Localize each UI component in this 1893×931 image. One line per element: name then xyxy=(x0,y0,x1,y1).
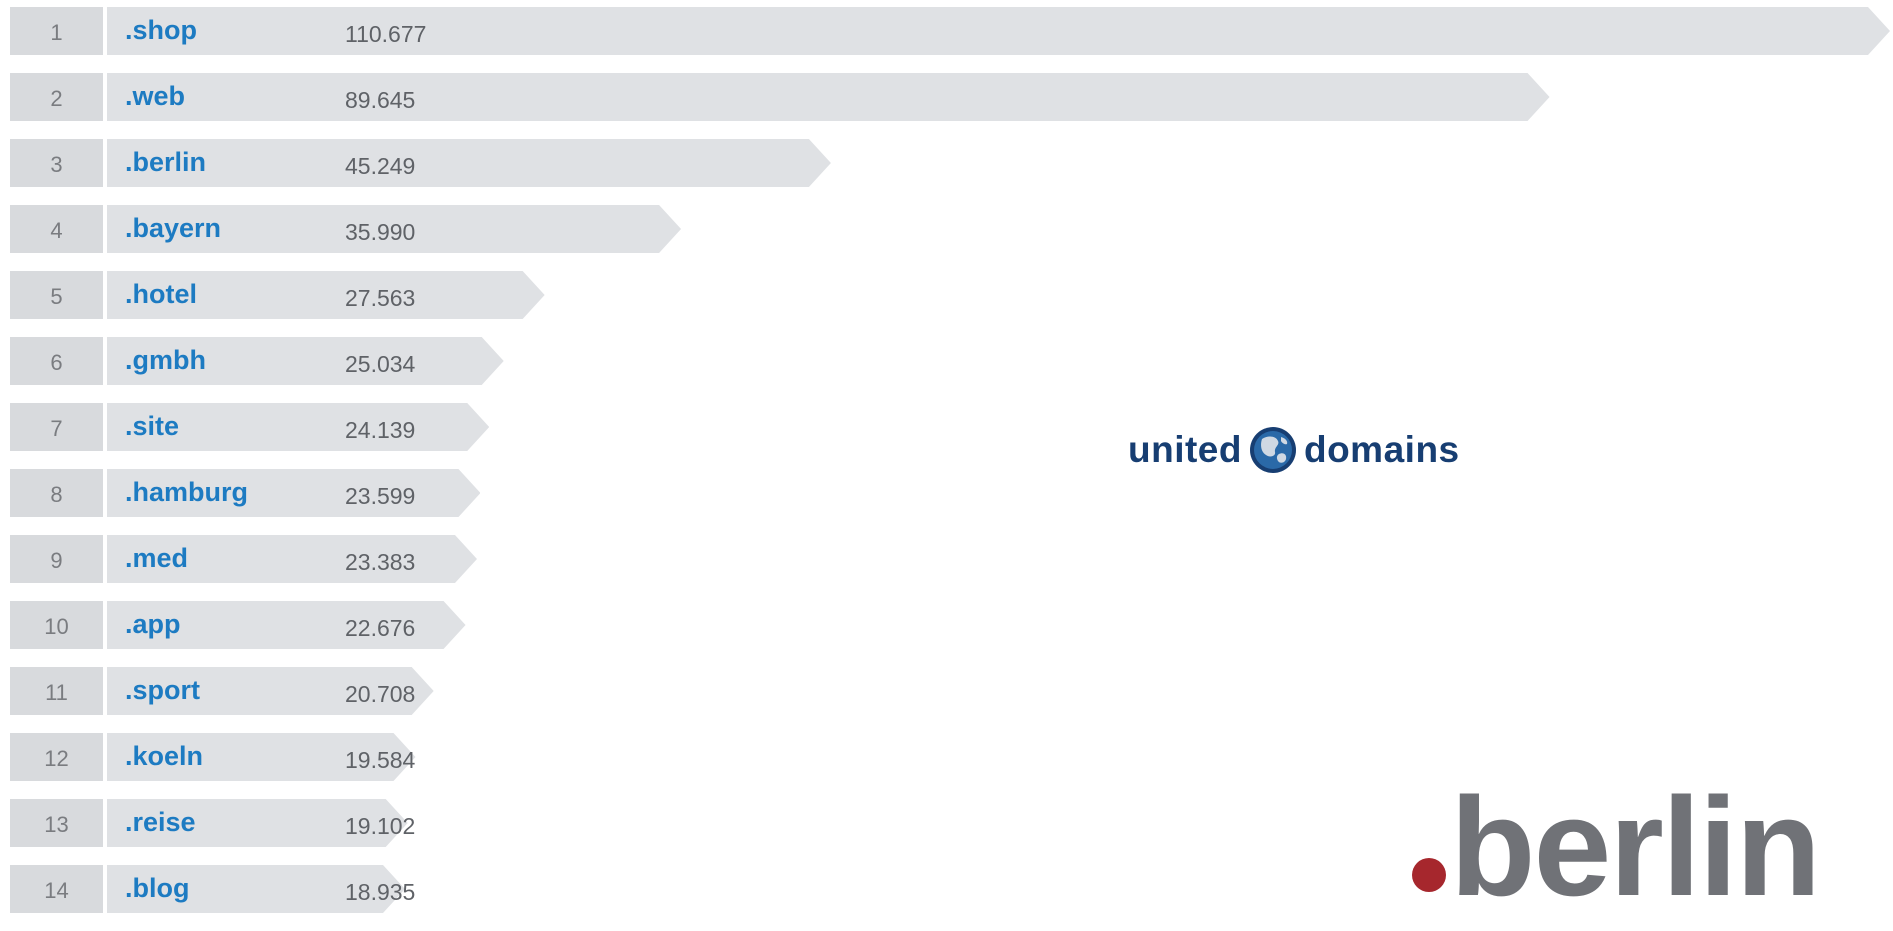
rank-separator xyxy=(103,271,107,319)
data-label: 35.990 xyxy=(345,219,416,245)
category-label: .med xyxy=(125,543,189,573)
rank-separator xyxy=(103,601,107,649)
data-label: 20.708 xyxy=(345,681,416,707)
chart-row: 3 .berlin 45.249 xyxy=(10,139,1890,187)
category-label: .gmbh xyxy=(125,345,206,375)
data-label: 19.102 xyxy=(345,813,416,839)
chart-row: 7 .site 24.139 xyxy=(10,403,1890,451)
data-label: 22.676 xyxy=(345,615,416,641)
tld-ranking-chart: 1 .shop 110.677 2 .web 89.645 3 .berlin 45.249 4.… xyxy=(10,7,1890,931)
rank-label: 6 xyxy=(50,350,63,375)
rank-separator xyxy=(103,535,107,583)
rank-cell xyxy=(10,469,103,517)
united-domains-logo: united domains xyxy=(1128,422,1460,478)
rank-label: 2 xyxy=(50,86,63,111)
rank-label: 1 xyxy=(50,20,63,45)
rank-cell xyxy=(10,337,103,385)
rank-separator xyxy=(103,7,107,55)
rank-cell xyxy=(10,535,103,583)
rank-cell xyxy=(10,205,103,253)
rank-separator xyxy=(103,799,107,847)
category-label: .web xyxy=(125,81,186,111)
united-domains-logo-text-left: united xyxy=(1128,429,1242,470)
chart-row: 12 .koeln 19.584 xyxy=(10,733,1890,781)
rank-cell xyxy=(10,667,103,715)
chart-row: 14 .blog 18.935 xyxy=(10,865,1890,913)
rank-cell xyxy=(10,271,103,319)
rank-separator xyxy=(103,865,107,913)
rank-cell xyxy=(10,403,103,451)
rank-separator xyxy=(103,469,107,517)
category-label: .bayern xyxy=(125,213,222,243)
data-label: 23.383 xyxy=(345,549,416,575)
data-label: 89.645 xyxy=(345,87,416,113)
category-label: .site xyxy=(125,411,180,441)
united-domains-logo-text-right: domains xyxy=(1303,429,1460,470)
rank-label: 8 xyxy=(50,482,63,507)
rank-label: 5 xyxy=(50,284,63,309)
chart-row: 2 .web 89.645 xyxy=(10,73,1890,121)
dot-berlin-logo: berlin xyxy=(1412,768,1821,925)
rank-cell xyxy=(10,73,103,121)
data-label: 45.249 xyxy=(345,153,416,179)
rank-cell xyxy=(10,799,103,847)
rank-label: 3 xyxy=(50,152,63,177)
chart-row: 10 .app 22.676 xyxy=(10,601,1890,649)
rank-label: 12 xyxy=(44,746,69,771)
chart-row: 5 .hotel 27.563 xyxy=(10,271,1890,319)
data-label: 23.599 xyxy=(345,483,416,509)
category-label: .hotel xyxy=(125,279,197,309)
category-label: .app xyxy=(125,609,181,639)
rank-separator xyxy=(103,337,107,385)
chart-row: 4 .bayern 35.990 xyxy=(10,205,1890,253)
rank-label: 11 xyxy=(45,680,68,705)
rank-cell xyxy=(10,139,103,187)
berlin-logo-text: berlin xyxy=(1450,768,1821,925)
rank-separator xyxy=(103,205,107,253)
data-label: 27.563 xyxy=(345,285,416,311)
rank-separator xyxy=(103,139,107,187)
rank-cell xyxy=(10,7,103,55)
rank-cell xyxy=(10,733,103,781)
category-label: .hamburg xyxy=(125,477,249,507)
rank-label: 10 xyxy=(44,614,69,639)
rank-label: 7 xyxy=(50,416,63,441)
data-label: 110.677 xyxy=(345,21,427,47)
rank-label: 9 xyxy=(50,548,63,573)
rank-separator xyxy=(103,403,107,451)
chart-row: 8 .hamburg 23.599 xyxy=(10,469,1890,517)
category-label: .sport xyxy=(125,675,201,705)
rank-label: 13 xyxy=(44,812,69,837)
data-label: 18.935 xyxy=(345,879,416,905)
chart-row: 9 .med 23.383 xyxy=(10,535,1890,583)
bar xyxy=(10,7,1890,55)
data-label: 24.139 xyxy=(345,417,416,443)
bar xyxy=(10,73,1550,121)
category-label: .berlin xyxy=(125,147,207,177)
category-label: .reise xyxy=(125,807,196,837)
rank-cell xyxy=(10,865,103,913)
rank-cell xyxy=(10,601,103,649)
bar xyxy=(10,139,831,187)
chart-row: 13 .reise 19.102 xyxy=(10,799,1890,847)
rank-separator xyxy=(103,73,107,121)
chart-row: 6 .gmbh 25.034 xyxy=(10,337,1890,385)
rank-separator xyxy=(103,733,107,781)
berlin-logo-dot xyxy=(1412,858,1446,892)
rank-label: 14 xyxy=(44,878,69,903)
category-label: .blog xyxy=(125,873,190,903)
data-label: 19.584 xyxy=(345,747,416,773)
chart-row: 11 .sport 20.708 xyxy=(10,667,1890,715)
category-label: .shop xyxy=(125,15,197,45)
rank-label: 4 xyxy=(50,218,63,243)
globe-icon xyxy=(1249,427,1296,473)
chart-row: 1 .shop 110.677 xyxy=(10,7,1890,55)
data-label: 25.034 xyxy=(345,351,416,377)
rank-separator xyxy=(103,667,107,715)
category-label: .koeln xyxy=(125,741,204,771)
bar xyxy=(10,205,681,253)
